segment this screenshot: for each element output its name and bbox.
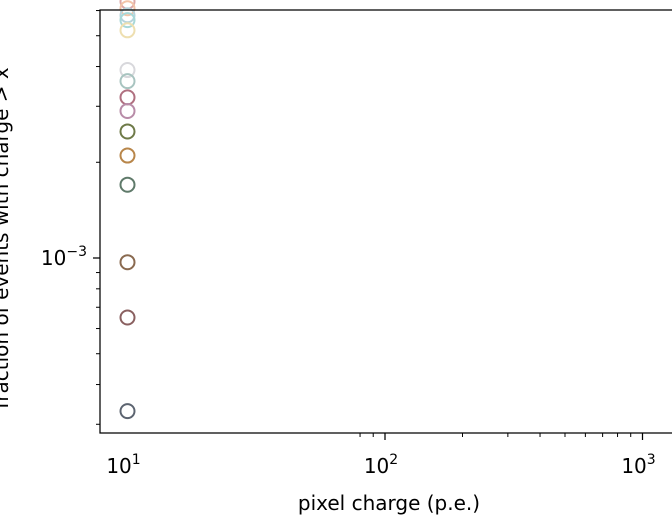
data-point-11	[121, 149, 135, 163]
data-point-10	[121, 124, 135, 138]
y-axis-tick-labels: 10−3	[41, 244, 87, 270]
x-tick-label: 103	[621, 452, 655, 478]
y-axis-ticks	[93, 11, 100, 425]
y-axis-label: fraction of events with charge > x	[0, 67, 13, 409]
data-point-14	[121, 310, 135, 324]
plot-area	[93, 0, 672, 440]
x-tick-label: 102	[364, 452, 398, 478]
x-axis-label: pixel charge (p.e.)	[298, 491, 480, 515]
data-point-13	[121, 255, 135, 269]
x-axis-tick-labels: 101 102 103	[106, 452, 655, 478]
data-point-5	[121, 23, 135, 37]
x-tick-label: 101	[106, 452, 140, 478]
data-point-8	[121, 90, 135, 104]
x-axis-ticks	[360, 433, 672, 440]
data-points	[121, 0, 135, 418]
axes-frame	[100, 10, 672, 433]
data-point-15	[121, 404, 135, 418]
data-point-9	[121, 104, 135, 118]
y-tick-label: 10−3	[41, 244, 87, 270]
data-point-12	[121, 178, 135, 192]
